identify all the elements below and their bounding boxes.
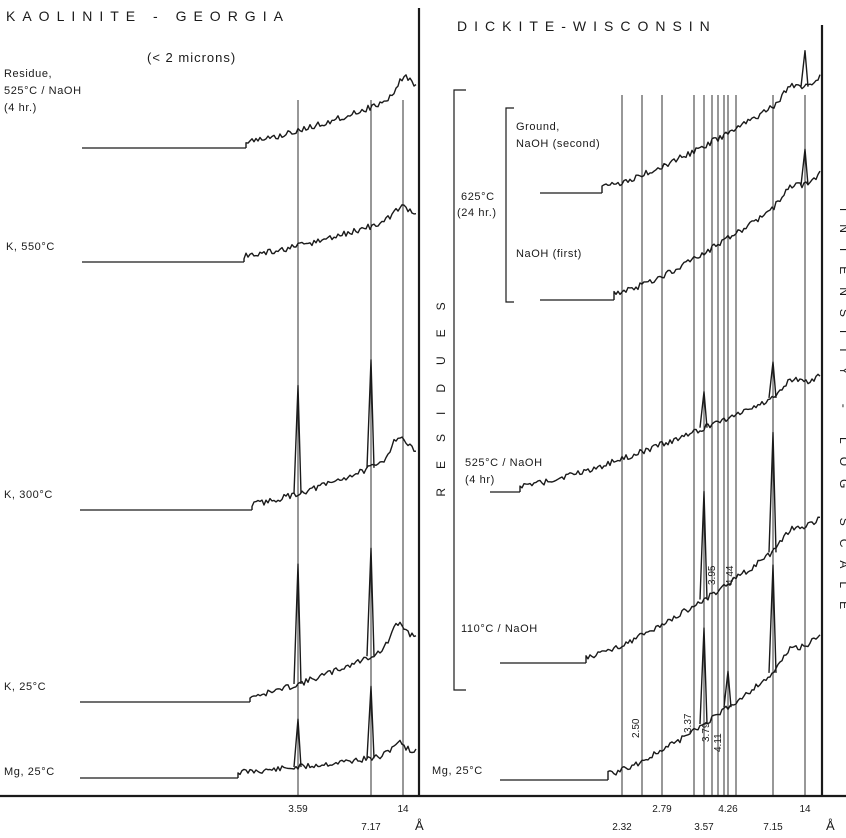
residues-bracket [453,89,466,691]
right-series-0-peak [699,627,708,725]
right-series-3-trace [613,170,821,300]
right-x-tick-label: 4.26 [718,804,738,815]
left-x-tick-label: 7.17 [361,822,381,833]
right-series-1-peak [768,431,777,553]
trace-labels: Mg, 25°C K, 25°C K, 300°C K, 550°C Residue, 5… [4,68,600,778]
left-series-label: 525°C / NaOH [4,85,82,97]
right-x-tick-label: 2.32 [612,822,632,833]
left-x-tick-label: 14 [397,804,409,815]
peak-annotation: 3.37 [683,713,694,733]
right-series-1-trace [585,516,821,663]
peak-annotation-labels: 2.50 3.37 3.79 3.95 4.11 4.44 [631,565,736,752]
right-reference-lines [621,95,806,796]
right-series-0-peak [723,670,732,708]
right-x-tick-label: 3.57 [694,822,714,833]
right-x-tick-label: 7.15 [763,822,783,833]
left-series-0-trace [237,739,417,778]
left-series-0-peak [293,718,302,768]
left-series-4-trace [245,74,417,148]
right-series-label: Ground, [516,121,560,133]
left-series-label: Mg, 25°C [4,766,55,778]
diffraction-traces [80,50,821,781]
right-x-unit: Å [826,818,835,833]
right-series-label: 525°C / NaOH [465,457,543,469]
left-series-label: K, 25°C [4,681,46,693]
left-series-0-peak [366,685,375,759]
left-panel-title: KAOLINITE - GEORGIA [6,8,290,24]
left-reference-lines [297,100,404,796]
right-series-label: NaOH (second) [516,138,600,150]
left-series-label: (4 hr.) [4,102,37,114]
right-series-label: (4 hr) [465,474,495,486]
right-series-label: NaOH (first) [516,248,582,260]
right-x-tick-label: 14 [799,804,811,815]
left-panel-subtitle: (< 2 microns) [147,50,236,65]
left-x-tick-label: 3.59 [288,804,308,815]
left-series-1-trace [249,621,417,702]
left-series-label: Residue, [4,68,52,80]
right-series-1-peak [699,490,708,600]
x-tick-labels: 3.59 7.17 14 2.32 2.79 3.57 4.26 7.15 14 [288,804,811,833]
right-series-2-peak [768,361,777,398]
left-series-label: K, 300°C [4,489,53,501]
peak-annotation: 4.44 [725,565,736,585]
right-series-label: 110°C / NaOH [461,623,538,635]
right-panel-title: DICKITE-WISCONSIN [457,18,717,34]
right-series-4-trace [601,74,821,193]
left-series-label: K, 550°C [6,241,55,253]
right-series-4-peak [800,50,809,87]
right-x-tick-label: 2.79 [652,804,672,815]
peak-annotation: 3.79 [701,722,712,742]
peak-annotation: 4.11 [713,733,724,752]
heat-treatment-time-label: (24 hr.) [457,207,497,219]
left-series-1-peak [366,547,375,657]
right-series-3-peak [800,148,809,186]
left-series-2-trace [251,436,417,510]
heat-treatment-bracket [505,107,514,303]
right-series-0-peak [768,564,777,673]
left-series-1-peak [293,563,302,685]
right-series-label: Mg, 25°C [432,765,483,777]
right-series-2-trace [519,373,821,492]
peak-annotation: 2.50 [631,718,642,738]
y-axis-label: INTENSITY - LOG SCALE [837,208,846,622]
left-series-2-peak [293,384,302,494]
left-series-3-trace [243,204,417,262]
residues-group-label: RESIDUES [434,283,448,496]
left-x-unit: Å [415,818,424,833]
left-series-2-peak [366,359,375,468]
right-series-0-trace [607,634,821,780]
right-series-2-peak [699,391,708,428]
peak-annotation: 3.95 [707,565,718,585]
heat-treatment-temp-label: 625°C [461,191,495,203]
